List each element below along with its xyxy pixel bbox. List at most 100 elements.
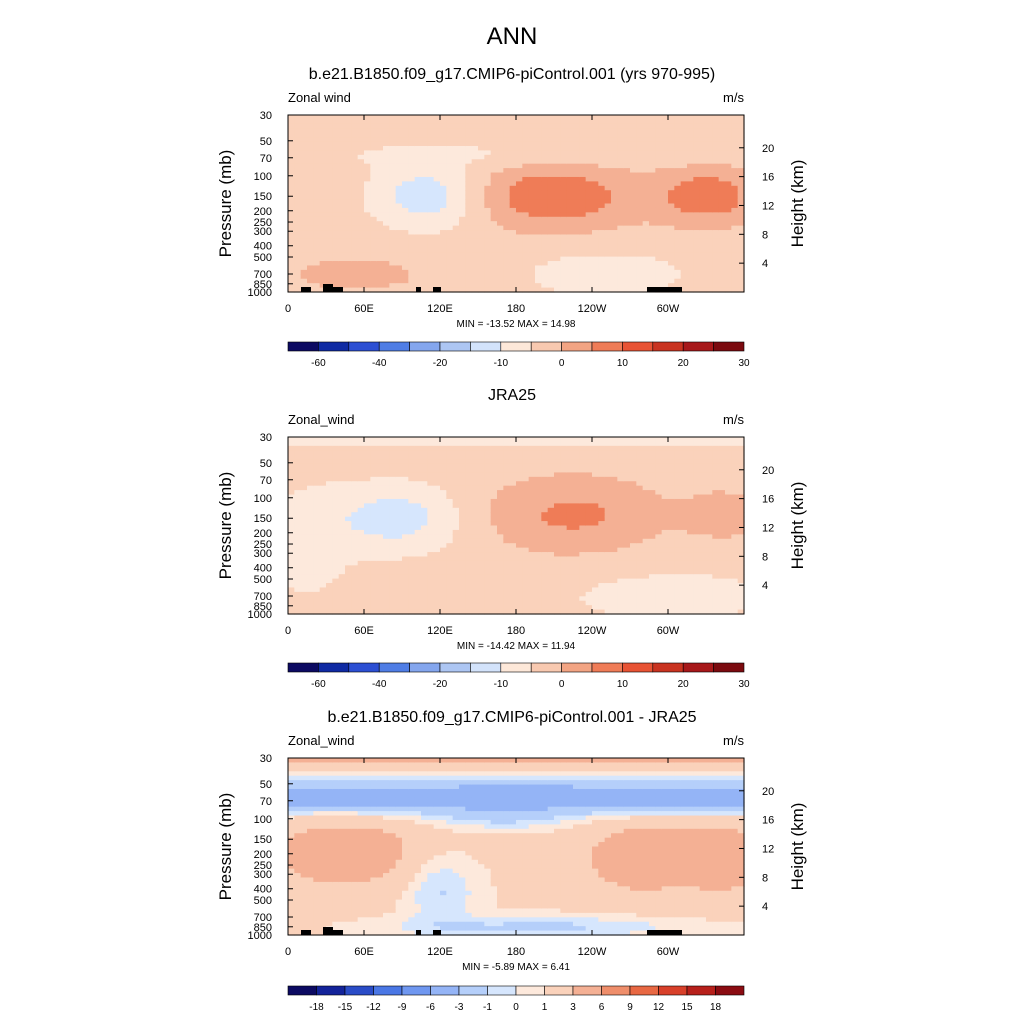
contour-cell [611, 278, 618, 284]
contour-cell [389, 583, 397, 589]
contour-cell [484, 521, 492, 527]
contour-cell [655, 261, 663, 267]
contour-cell [592, 552, 599, 558]
contour-cell [516, 543, 523, 549]
contour-cell [528, 123, 536, 129]
contour-cell [402, 137, 409, 143]
contour-cell [699, 159, 707, 165]
contour-cell [440, 441, 447, 447]
contour-cell [579, 238, 587, 244]
contour-cell [579, 441, 587, 447]
contour-cell [522, 194, 530, 200]
contour-cell [313, 600, 321, 606]
contour-cell [427, 583, 435, 589]
contour-cell [357, 547, 365, 553]
contour-cell [516, 596, 523, 602]
contour-cell [421, 485, 428, 491]
contour-cell [503, 490, 511, 496]
contour-cell [490, 565, 498, 571]
contour-cell [370, 560, 378, 566]
contour-cell [516, 287, 523, 293]
contour-cell [338, 596, 346, 602]
contour-cell [414, 274, 422, 280]
contour-cell [560, 534, 568, 540]
contour-cell [699, 243, 707, 249]
contour-cell [630, 194, 637, 200]
contour-cell [617, 145, 625, 151]
contour-cell [446, 490, 454, 496]
contour-cell [706, 145, 713, 151]
contour-cell [345, 600, 352, 606]
contour-cell [503, 525, 511, 531]
contour-cell [313, 199, 321, 205]
contour-cell [383, 221, 390, 227]
contour-cell [345, 176, 352, 182]
contour-cell [554, 261, 561, 267]
contour-cell [364, 587, 371, 593]
contour-cell [427, 212, 435, 218]
contour-cell [630, 207, 637, 213]
contour-cell [433, 123, 441, 129]
contour-cell [573, 596, 580, 602]
contour-cell [465, 569, 473, 575]
contour-cell [592, 472, 599, 478]
contour-cell [427, 441, 435, 447]
contour-cell [427, 163, 435, 169]
contour-cell [376, 450, 384, 456]
contour-cell [440, 287, 447, 293]
contour-cell [699, 128, 707, 134]
contour-cell [516, 150, 523, 156]
contour-cell [617, 119, 625, 125]
contour-cell [547, 543, 555, 549]
contour-cell [307, 578, 314, 584]
contour-cell [414, 238, 422, 244]
contour-cell [484, 583, 492, 589]
contour-cell [655, 115, 663, 121]
topography-block [433, 287, 441, 292]
contour-cell [465, 565, 473, 571]
contour-cell [490, 194, 498, 200]
contour-cell [478, 190, 485, 196]
contour-cell [370, 216, 378, 222]
contour-cell [313, 445, 321, 451]
contour-cell [408, 560, 416, 566]
contour-cell [680, 176, 688, 182]
contour-cell [307, 238, 314, 244]
contour-cell [376, 287, 384, 293]
contour-cell [528, 225, 536, 231]
contour-cell [737, 190, 745, 196]
contour-cell [604, 283, 612, 289]
contour-cell [509, 243, 517, 249]
contour-cell [630, 261, 637, 267]
contour-cell [592, 199, 599, 205]
contour-cell [351, 287, 359, 293]
contour-cell [408, 115, 416, 121]
contour-cell [408, 141, 416, 147]
contour-cell [490, 283, 498, 289]
contour-cell [579, 525, 587, 531]
contour-cell [547, 141, 555, 147]
contour-cell [440, 529, 447, 535]
contour-cell [509, 252, 517, 258]
contour-cell [395, 578, 403, 584]
contour-cell [528, 543, 536, 549]
contour-cell [459, 560, 466, 566]
contour-cell [579, 274, 587, 280]
contour-cell [408, 569, 416, 575]
contour-cell [300, 600, 308, 606]
contour-cell [288, 543, 295, 549]
contour-cell [357, 437, 365, 443]
contour-cell [560, 154, 568, 160]
contour-cell [465, 605, 473, 611]
contour-cell [554, 459, 561, 465]
contour-cell [421, 159, 428, 165]
contour-cell [383, 194, 390, 200]
contour-cell [395, 274, 403, 280]
contour-cell [440, 203, 447, 209]
contour-cell [554, 609, 561, 615]
contour-cell [585, 185, 593, 191]
contour-cell [516, 181, 523, 187]
contour-cell [332, 543, 340, 549]
contour-cell [370, 283, 378, 289]
contour-cell [452, 283, 460, 289]
